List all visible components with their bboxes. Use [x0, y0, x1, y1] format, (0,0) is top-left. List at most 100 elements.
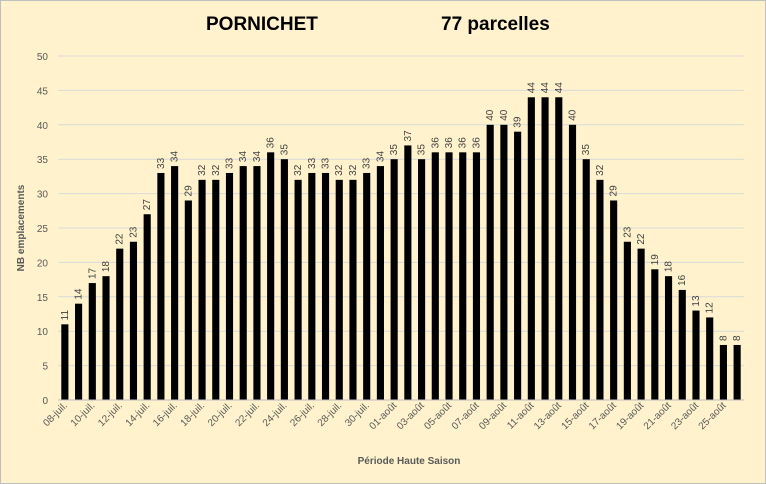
- data-label: 23: [622, 226, 633, 238]
- data-label: 32: [595, 164, 606, 176]
- data-label: 36: [430, 137, 441, 149]
- data-label: 33: [156, 157, 167, 169]
- bar: [527, 97, 535, 400]
- data-label: 17: [87, 267, 98, 279]
- data-label: 11: [60, 310, 71, 321]
- bar: [568, 124, 577, 401]
- bar: [582, 159, 590, 400]
- y-tick-label: 50: [37, 52, 49, 63]
- bar: [445, 152, 453, 400]
- data-label: 39: [513, 116, 524, 128]
- data-label: 8: [718, 335, 729, 341]
- x-tick-label: 21-août: [642, 400, 674, 432]
- data-label: 18: [101, 261, 112, 273]
- bar: [212, 179, 220, 400]
- data-label: 35: [417, 144, 428, 156]
- data-label: 22: [636, 233, 647, 245]
- bar: [610, 200, 618, 400]
- x-tick-label: 25-août: [697, 400, 729, 432]
- x-tick-label: 11-août: [505, 400, 536, 431]
- bar: [184, 200, 192, 400]
- x-tick-label: 16-juil.: [151, 400, 180, 429]
- x-tick-label: 05-août: [422, 400, 454, 432]
- y-tick-label: 30: [37, 190, 49, 201]
- bar: [486, 124, 494, 401]
- y-tick-label: 25: [37, 224, 49, 235]
- data-label: 34: [252, 151, 263, 163]
- x-tick-label: 03-août: [395, 400, 427, 432]
- chart-title-parcel-count: 77 parcelles: [441, 14, 550, 35]
- y-tick-label: 20: [37, 258, 49, 269]
- bar: [116, 248, 124, 400]
- bar: [514, 131, 522, 400]
- bar: [637, 248, 645, 400]
- y-axis-title: NB emplacements: [16, 184, 27, 271]
- x-tick-label: 19-août: [614, 400, 646, 432]
- data-label: 27: [142, 199, 153, 211]
- bar: [143, 214, 151, 400]
- y-tick-label: 40: [37, 121, 49, 132]
- bar: [692, 310, 700, 400]
- data-label: 40: [485, 109, 496, 121]
- x-tick-label: 20-juil.: [206, 400, 235, 429]
- y-tick-label: 5: [42, 362, 48, 373]
- bar: [623, 241, 631, 400]
- bar: [294, 179, 302, 400]
- data-label: 40: [568, 109, 579, 121]
- bar: [363, 172, 371, 400]
- data-label: 32: [334, 164, 345, 176]
- y-tick-label: 45: [37, 86, 49, 97]
- bar: [239, 166, 247, 400]
- bar: [596, 179, 604, 400]
- data-label: 29: [183, 185, 194, 197]
- bar: [335, 179, 343, 400]
- data-label: 44: [540, 82, 551, 94]
- x-tick-label: 13-août: [532, 400, 564, 432]
- bar: [349, 179, 357, 400]
- data-label: 40: [499, 109, 510, 121]
- bar: [267, 152, 275, 400]
- data-label: 13: [691, 295, 702, 307]
- x-axis-ticks: 08-juil.10-juil.12-juil.14-juil.16-juil.…: [41, 400, 728, 432]
- data-label: 12: [705, 302, 716, 314]
- x-tick-label: 28-juil.: [316, 400, 345, 429]
- data-label: 44: [526, 82, 537, 94]
- chart-title-location: PORNICHET: [206, 14, 318, 35]
- y-axis-ticks: 0 5 10 15 20 25 30 35 40 45 50: [37, 52, 49, 407]
- data-label: 22: [115, 233, 126, 245]
- data-label: 32: [348, 164, 359, 176]
- x-tick-label: 23-août: [669, 400, 701, 432]
- y-tick-label: 35: [37, 155, 49, 166]
- x-tick-label: 15-août: [560, 400, 592, 432]
- bar: [75, 303, 83, 400]
- data-label: 44: [554, 82, 565, 94]
- y-tick-label: 10: [37, 327, 49, 338]
- x-tick-label: 09-août: [477, 400, 509, 432]
- data-label: 35: [581, 144, 592, 156]
- data-label: 32: [293, 164, 304, 176]
- bar: [253, 166, 261, 400]
- bar: [61, 324, 69, 400]
- bar: [500, 124, 508, 401]
- data-label: 36: [444, 137, 455, 149]
- data-label: 33: [321, 157, 332, 169]
- data-label: 33: [225, 157, 236, 169]
- bar: [541, 97, 549, 400]
- x-axis-title: Période Haute Saison: [358, 456, 461, 467]
- y-tick-label: 0: [42, 396, 48, 407]
- bar: [733, 344, 741, 400]
- data-label: 23: [128, 226, 139, 238]
- bar: [651, 269, 659, 400]
- y-tick-label: 15: [37, 293, 49, 304]
- x-tick-label: 07-août: [450, 400, 482, 432]
- data-label: 29: [609, 185, 620, 197]
- bar: [198, 179, 206, 400]
- bar: [376, 166, 384, 400]
- x-tick-label: 17-août: [587, 400, 619, 432]
- bar: [459, 152, 467, 400]
- x-tick-label: 10-juil.: [69, 400, 98, 429]
- bar: [390, 159, 398, 400]
- bar: [308, 172, 316, 400]
- x-tick-label: 24-juil.: [261, 400, 290, 429]
